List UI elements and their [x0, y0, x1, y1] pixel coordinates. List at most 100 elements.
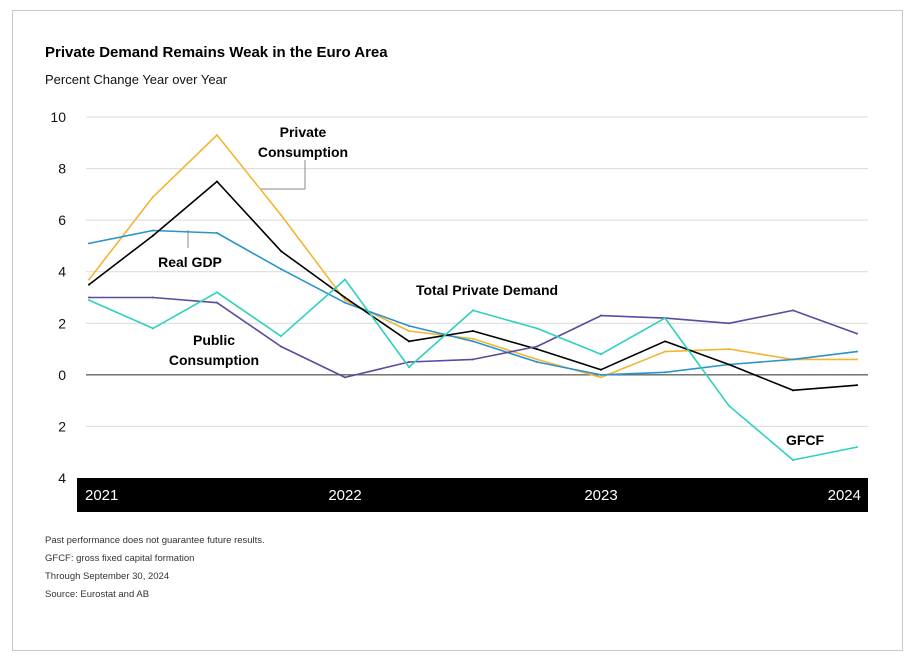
chart-subtitle: Percent Change Year over Year [45, 72, 228, 87]
data-point-gfcf [88, 299, 90, 302]
series-label-text: GFCF [786, 432, 825, 448]
data-point-real-gdp [280, 268, 282, 271]
data-point-private-consumption [856, 358, 858, 361]
data-point-real-gdp [600, 373, 602, 376]
grid-lines [86, 116, 868, 427]
data-point-private-consumption [344, 299, 346, 302]
y-tick-label: 4 [58, 264, 66, 280]
data-point-gfcf [600, 353, 602, 356]
data-point-total-private-demand [152, 234, 154, 237]
data-point-public-consumption [856, 332, 858, 335]
footnote-date: Through September 30, 2024 [45, 571, 170, 582]
series-label-text: Real GDP [158, 254, 222, 270]
data-point-gfcf [408, 366, 410, 369]
data-point-total-private-demand [856, 384, 858, 387]
data-point-real-gdp [664, 371, 666, 374]
data-point-private-consumption [536, 358, 538, 361]
data-point-public-consumption [600, 314, 602, 317]
data-point-public-consumption [216, 301, 218, 304]
x-tick-label-2022: 2022 [328, 487, 361, 504]
data-point-real-gdp [792, 358, 794, 361]
y-tick-label: 2 [58, 315, 66, 331]
data-point-gfcf [216, 291, 218, 294]
series-label-private-consumption: Private Consumption [258, 124, 348, 160]
series-label-total-private-demand: Total Private Demand [416, 282, 558, 298]
data-point-gfcf [152, 327, 154, 330]
data-point-public-consumption [792, 309, 794, 312]
data-point-total-private-demand [216, 180, 218, 183]
data-point-private-consumption [664, 350, 666, 353]
data-point-real-gdp [408, 324, 410, 327]
data-point-real-gdp [152, 229, 154, 232]
series-lines [88, 134, 858, 461]
y-tick-label: 2 [58, 418, 66, 434]
data-point-public-consumption [472, 358, 474, 361]
data-point-private-consumption [408, 330, 410, 333]
x-axis-tick-labels: 2021 2022 2023 2024 [85, 487, 861, 504]
footnote-disclaimer: Past performance does not guarantee futu… [45, 535, 265, 546]
data-point-real-gdp [536, 360, 538, 363]
series-label-text: Consumption [258, 144, 348, 160]
footnote-source: Source: Eurostat and AB [45, 589, 150, 600]
data-point-gfcf [792, 458, 794, 461]
x-tick-label-2024: 2024 [828, 487, 861, 504]
data-point-private-consumption [152, 195, 154, 198]
data-point-total-private-demand [280, 250, 282, 253]
series-label-public-consumption: Public Consumption [169, 332, 259, 368]
data-point-private-consumption [600, 376, 602, 379]
data-point-real-gdp [472, 340, 474, 343]
y-tick-label: 6 [58, 212, 66, 228]
data-point-private-consumption [728, 348, 730, 351]
data-point-gfcf [344, 278, 346, 281]
series-label-text: Private [280, 124, 327, 140]
data-point-total-private-demand [536, 348, 538, 351]
series-label-real-gdp: Real GDP [158, 254, 222, 270]
data-point-public-consumption [536, 345, 538, 348]
y-tick-label: 4 [58, 470, 66, 486]
y-axis-tick-labels: 10 8 6 4 2 0 2 4 [50, 109, 66, 486]
y-tick-label: 0 [58, 367, 66, 383]
data-point-total-private-demand [88, 283, 90, 286]
data-point-total-private-demand [792, 389, 794, 392]
label-leader-lines [187, 160, 306, 248]
data-point-public-consumption [280, 345, 282, 348]
data-point-total-private-demand [600, 368, 602, 371]
data-point-public-consumption [88, 296, 90, 299]
data-point-real-gdp [88, 242, 90, 245]
data-point-public-consumption [408, 360, 410, 363]
data-point-private-consumption [472, 337, 474, 340]
data-point-real-gdp [344, 301, 346, 304]
series-label-text: Consumption [169, 352, 259, 368]
data-point-gfcf [472, 309, 474, 312]
x-axis-band [77, 478, 868, 512]
footnote-gfcf-definition: GFCF: gross fixed capital formation [45, 553, 195, 564]
data-point-real-gdp [856, 350, 858, 353]
data-point-total-private-demand [408, 340, 410, 343]
y-tick-label: 8 [58, 161, 66, 177]
data-point-public-consumption [344, 376, 346, 379]
data-point-gfcf [664, 317, 666, 320]
data-point-total-private-demand [472, 330, 474, 333]
data-point-public-consumption [152, 296, 154, 299]
data-point-real-gdp [216, 232, 218, 235]
series-label-gfcf: GFCF [786, 432, 825, 448]
data-point-gfcf [536, 327, 538, 330]
data-point-gfcf [856, 446, 858, 449]
series-label-text: Total Private Demand [416, 282, 558, 298]
data-point-total-private-demand [728, 363, 730, 366]
footnotes: Past performance does not guarantee futu… [45, 532, 265, 604]
series-labels: Private Consumption Real GDP Total Private … [158, 124, 824, 448]
data-point-gfcf [280, 335, 282, 338]
data-point-public-consumption [728, 322, 730, 325]
series-label-text: Public [193, 332, 235, 348]
x-tick-label-2023: 2023 [584, 487, 617, 504]
data-point-total-private-demand [664, 340, 666, 343]
data-point-total-private-demand [344, 296, 346, 299]
y-tick-label: 10 [50, 109, 66, 125]
data-point-private-consumption [280, 213, 282, 216]
x-tick-label-2021: 2021 [85, 487, 118, 504]
data-point-private-consumption [88, 278, 90, 281]
data-point-gfcf [728, 404, 730, 407]
data-point-private-consumption [216, 134, 218, 137]
